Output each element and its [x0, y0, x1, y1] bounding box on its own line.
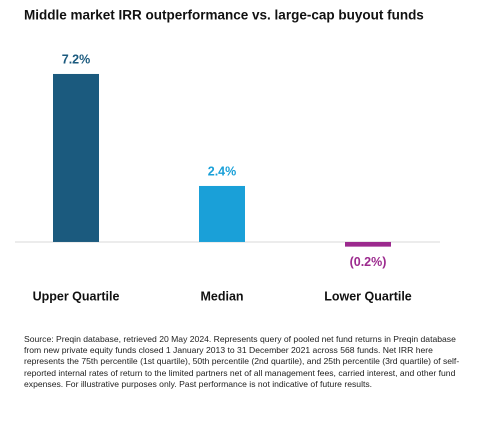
x-tick-label: Upper Quartile	[33, 289, 120, 303]
value-label: (0.2%)	[350, 255, 387, 269]
x-tick-label: Lower Quartile	[324, 289, 412, 303]
bar	[199, 185, 245, 242]
value-label: 7.2%	[62, 52, 91, 66]
chart: Middle market IRR outperformance vs. lar…	[15, 8, 440, 303]
source-note: Source: Preqin database, retrieved 20 Ma…	[24, 334, 460, 389]
chart-title: Middle market IRR outperformance vs. lar…	[24, 8, 424, 23]
x-tick-label: Median	[200, 289, 243, 303]
bar	[53, 73, 99, 242]
bar	[345, 241, 391, 247]
value-label: 2.4%	[208, 164, 237, 178]
